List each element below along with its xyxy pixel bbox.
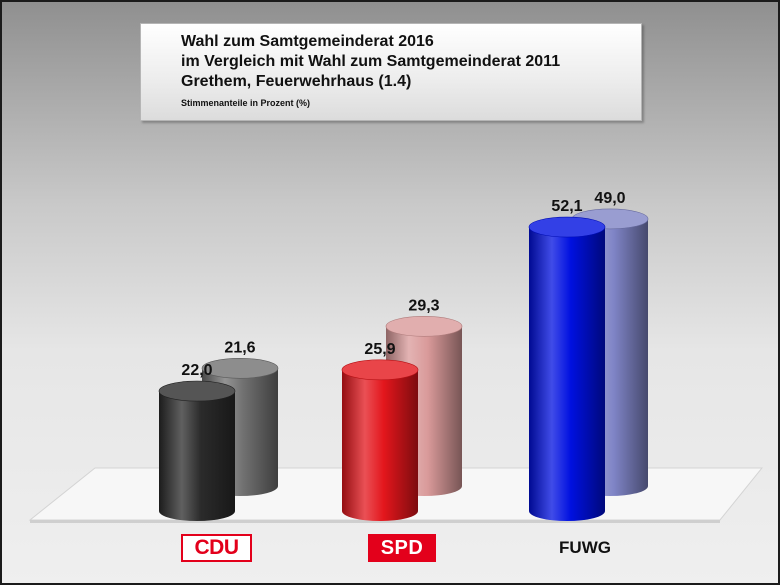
category-label-fuwg: FUWG — [559, 538, 611, 557]
category-label-spd: SPD — [368, 534, 436, 562]
chart-title-comparison: im Vergleich mit Wahl zum Samtgemeindera… — [181, 53, 561, 70]
value-label-fuwg-2011: 49,0 — [594, 190, 625, 207]
value-label-fuwg-2016: 52,1 — [551, 198, 582, 215]
chart-subtitle: Stimmenanteile in Prozent (%) — [181, 98, 311, 108]
bar-fuwg-2016 — [528, 216, 606, 521]
value-label-cdu-2011: 21,6 — [224, 339, 255, 356]
bar-fuwg-2016-body — [529, 227, 605, 521]
bar-spd-2011-cap — [385, 316, 463, 337]
title-box: Wahl zum Samtgemeinderat 2016 im Verglei… — [140, 23, 642, 121]
bars-layer — [158, 208, 649, 521]
bar-spd-2016-cap — [341, 359, 419, 381]
bar-cdu-2011-cap — [201, 357, 279, 379]
bar-spd-2016-body — [342, 369, 418, 521]
labels-layer: 21,6 22,0 29,3 25,9 49,0 52,1 — [181, 190, 625, 379]
chart-title: Wahl zum Samtgemeinderat 2016 — [181, 33, 434, 50]
bar-spd-2016 — [341, 359, 419, 521]
category-label-cdu: CDU — [181, 534, 252, 562]
value-label-spd-2016: 25,9 — [364, 341, 395, 358]
bar-fuwg-2016-cap — [528, 216, 606, 238]
bar-cdu-2016-cap — [158, 380, 236, 402]
bar-cdu-2016 — [158, 380, 236, 521]
value-label-spd-2011: 29,3 — [408, 297, 439, 314]
chart-title-location: Grethem, Feuerwehrhaus (1.4) — [181, 73, 412, 90]
bar-cdu-2016-body — [159, 391, 235, 521]
value-label-cdu-2016: 22,0 — [181, 362, 212, 379]
